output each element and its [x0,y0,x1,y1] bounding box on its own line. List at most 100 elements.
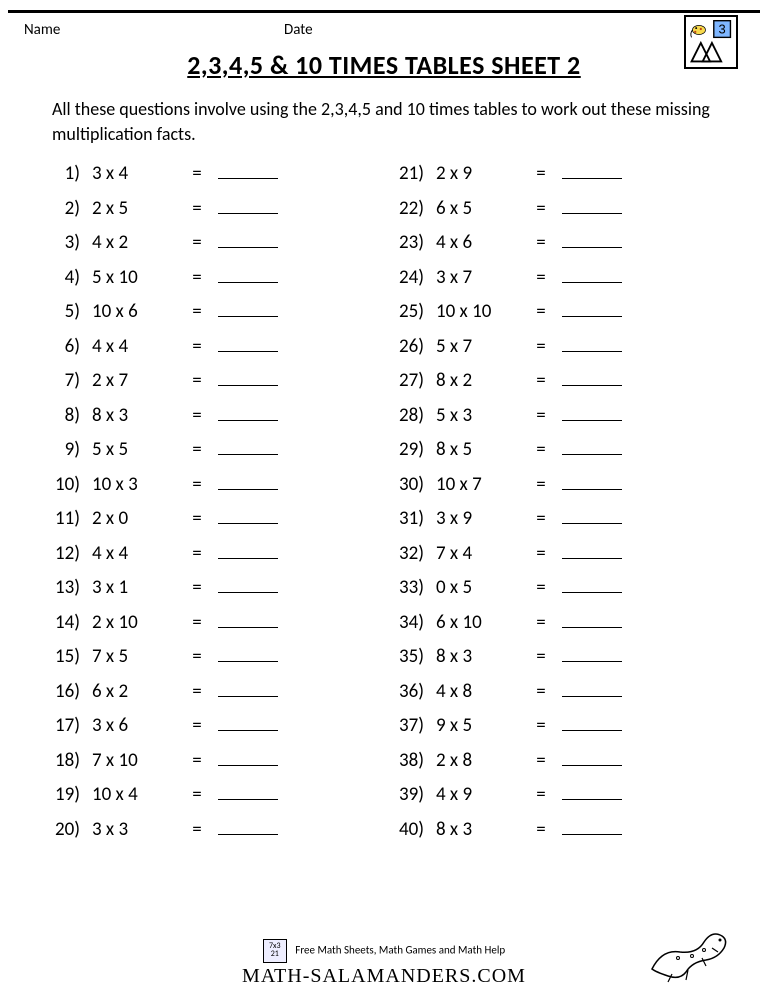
problem-row: 22)6 x 5= [384,196,728,231]
instructions-text: All these questions involve using the 2,… [0,81,768,157]
answer-blank[interactable] [562,161,622,179]
equals-sign: = [526,714,556,737]
problem-expression: 9 x 5 [436,714,526,737]
problem-expression: 7 x 10 [92,749,182,772]
problem-number: 35) [384,645,436,668]
problem-expression: 3 x 7 [436,266,526,289]
header-row: Name Date 3 [0,13,768,39]
problem-row: 14)2 x 10= [40,610,384,645]
answer-blank[interactable] [562,368,622,386]
answer-blank[interactable] [562,713,622,731]
answer-blank[interactable] [218,472,278,490]
answer-blank[interactable] [562,472,622,490]
answer-blank[interactable] [562,748,622,766]
answer-blank[interactable] [218,334,278,352]
problem-expression: 2 x 5 [92,197,182,220]
problem-row: 18)7 x 10= [40,748,384,783]
problem-expression: 10 x 3 [92,473,182,496]
problem-number: 5) [40,300,92,323]
equals-sign: = [526,197,556,220]
problem-number: 11) [40,507,92,530]
answer-blank[interactable] [562,230,622,248]
answer-blank[interactable] [218,541,278,559]
answer-blank[interactable] [562,610,622,628]
problem-expression: 6 x 2 [92,680,182,703]
problem-row: 10)10 x 3= [40,472,384,507]
answer-blank[interactable] [218,610,278,628]
worksheet-title: 2,3,4,5 & 10 TIMES TABLES SHEET 2 [0,49,768,81]
answer-blank[interactable] [218,713,278,731]
answer-blank[interactable] [562,299,622,317]
problem-number: 26) [384,335,436,358]
problem-number: 40) [384,818,436,841]
answer-blank[interactable] [218,506,278,524]
answer-blank[interactable] [562,506,622,524]
answer-blank[interactable] [218,230,278,248]
problem-expression: 7 x 5 [92,645,182,668]
problem-expression: 5 x 7 [436,335,526,358]
answer-blank[interactable] [562,575,622,593]
equals-sign: = [526,507,556,530]
problem-number: 14) [40,611,92,634]
problem-expression: 5 x 10 [92,266,182,289]
answer-blank[interactable] [562,644,622,662]
problem-row: 13)3 x 1= [40,575,384,610]
problem-number: 36) [384,680,436,703]
salamander-icon [642,914,732,984]
answer-blank[interactable] [218,437,278,455]
equals-sign: = [182,749,212,772]
answer-blank[interactable] [218,782,278,800]
answer-blank[interactable] [562,541,622,559]
equals-sign: = [182,335,212,358]
problems-column-left: 1)3 x 4=2)2 x 5=3)4 x 2=4)5 x 10=5)10 x … [40,161,384,851]
equals-sign: = [526,162,556,185]
problem-number: 16) [40,680,92,703]
problem-row: 6)4 x 4= [40,334,384,369]
equals-sign: = [526,369,556,392]
answer-blank[interactable] [218,161,278,179]
problem-number: 39) [384,783,436,806]
answer-blank[interactable] [218,575,278,593]
problem-expression: 10 x 4 [92,783,182,806]
answer-blank[interactable] [218,403,278,421]
answer-blank[interactable] [218,679,278,697]
answer-blank[interactable] [218,644,278,662]
problem-number: 24) [384,266,436,289]
problem-number: 13) [40,576,92,599]
problem-row: 39)4 x 9= [384,782,728,817]
answer-blank[interactable] [562,334,622,352]
problem-number: 2) [40,197,92,220]
problem-expression: 4 x 8 [436,680,526,703]
answer-blank[interactable] [562,196,622,214]
equals-sign: = [182,266,212,289]
answer-blank[interactable] [218,299,278,317]
answer-blank[interactable] [218,265,278,283]
problem-number: 7) [40,369,92,392]
problem-number: 23) [384,231,436,254]
problem-number: 37) [384,714,436,737]
answer-blank[interactable] [218,817,278,835]
problem-expression: 8 x 5 [436,438,526,461]
equals-sign: = [526,576,556,599]
problem-expression: 2 x 8 [436,749,526,772]
answer-blank[interactable] [562,782,622,800]
answer-blank[interactable] [562,679,622,697]
equals-sign: = [182,714,212,737]
answer-blank[interactable] [562,265,622,283]
problem-expression: 4 x 9 [436,783,526,806]
problem-number: 8) [40,404,92,427]
problem-expression: 6 x 5 [436,197,526,220]
problem-number: 20) [40,818,92,841]
answer-blank[interactable] [562,403,622,421]
answer-blank[interactable] [562,817,622,835]
problem-expression: 2 x 7 [92,369,182,392]
equals-sign: = [526,611,556,634]
equals-sign: = [182,231,212,254]
problem-expression: 8 x 2 [436,369,526,392]
problem-expression: 7 x 4 [436,542,526,565]
answer-blank[interactable] [218,196,278,214]
answer-blank[interactable] [218,368,278,386]
problem-row: 7)2 x 7= [40,368,384,403]
answer-blank[interactable] [218,748,278,766]
answer-blank[interactable] [562,437,622,455]
